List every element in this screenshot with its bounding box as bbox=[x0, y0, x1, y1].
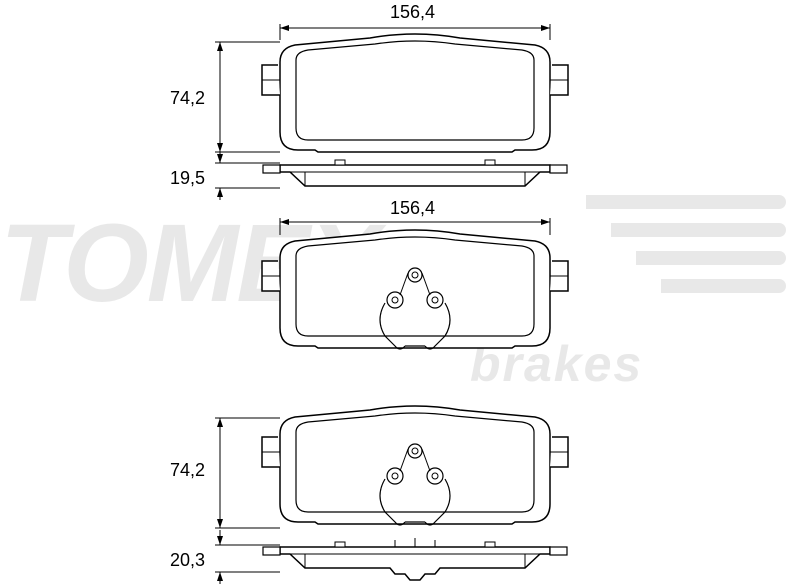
backing-plate-top bbox=[263, 160, 567, 186]
dim-line-thickness-top bbox=[215, 148, 280, 200]
backing-plate-bottom bbox=[263, 538, 567, 580]
dim-width-top: 156,4 bbox=[390, 2, 435, 23]
dim-width-mid: 156,4 bbox=[390, 198, 435, 219]
brake-pad-bottom bbox=[262, 406, 568, 525]
dim-line-height-bottom bbox=[215, 418, 280, 528]
dim-line-height-top bbox=[215, 42, 280, 152]
brake-pad-middle bbox=[262, 230, 568, 349]
dim-line-thickness-bottom bbox=[215, 530, 280, 584]
dim-thickness-bottom: 20,3 bbox=[170, 550, 205, 571]
dim-height-top: 74,2 bbox=[170, 88, 205, 109]
dim-thickness-top: 19,5 bbox=[170, 168, 205, 189]
brake-pad-top bbox=[262, 34, 568, 152]
dim-height-bottom: 74,2 bbox=[170, 460, 205, 481]
technical-drawing bbox=[0, 0, 786, 587]
